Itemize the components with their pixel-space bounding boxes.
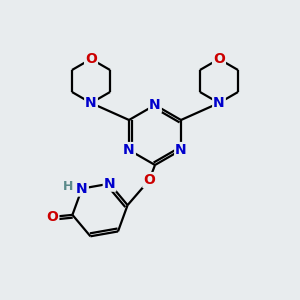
- Text: N: N: [104, 177, 116, 191]
- Text: N: N: [85, 96, 97, 110]
- Text: N: N: [149, 98, 161, 112]
- Text: N: N: [123, 143, 135, 157]
- Text: N: N: [76, 182, 88, 196]
- Text: N: N: [175, 143, 187, 157]
- Text: N: N: [213, 96, 225, 110]
- Text: O: O: [85, 52, 97, 66]
- Text: H: H: [63, 180, 73, 193]
- Text: O: O: [143, 173, 155, 187]
- Text: O: O: [213, 52, 225, 66]
- Text: O: O: [46, 210, 58, 224]
